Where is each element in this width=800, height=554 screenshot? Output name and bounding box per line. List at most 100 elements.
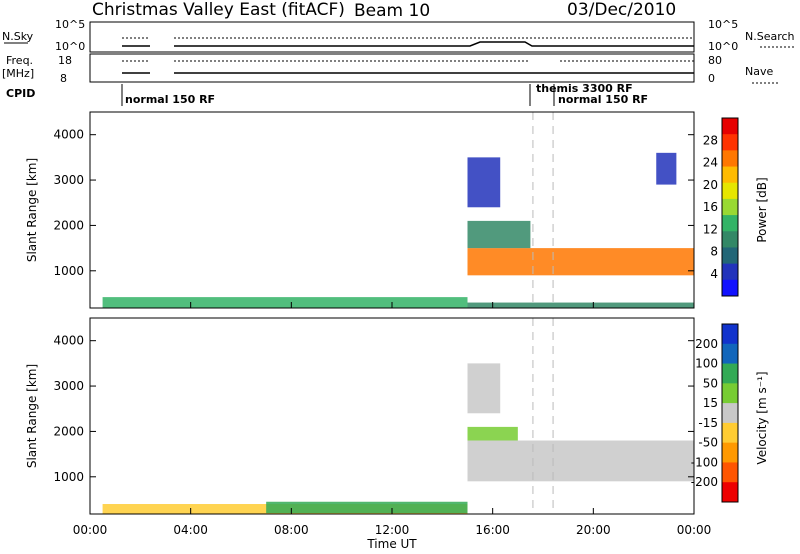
colorbar-tick-label: 100 (695, 357, 718, 371)
nsearch-label: N.Search (745, 30, 795, 43)
velocity-axes: 4000 3000 2000 1000 (53, 317, 695, 515)
y-tick-label: 1000 (53, 264, 84, 278)
colorbar-tick-label: 50 (703, 376, 718, 390)
colorbar-swatch (722, 231, 738, 248)
colorbar-swatch (722, 182, 738, 200)
colorbar-swatch (722, 363, 738, 384)
colorbar-swatch (722, 166, 738, 184)
freq-tick-top: 18 (58, 54, 72, 67)
velocity-panel (90, 318, 694, 514)
cpid-mode-1: normal 150 RF (125, 93, 215, 106)
colorbar-tick-label: -50 (698, 436, 718, 450)
echo-region (467, 220, 531, 249)
power-colorbar: 28 24 20 16 12 8 4 (703, 117, 739, 297)
freq-tick-bottom: 8 (60, 72, 67, 85)
nave-tick-bottom: 0 (708, 72, 715, 85)
colorbar-tick-label: 4 (710, 267, 718, 281)
colorbar-tick-label: -15 (698, 416, 718, 430)
echo-region (656, 152, 677, 185)
echo-region (467, 426, 518, 441)
colorbar-swatch (722, 215, 738, 232)
colorbar-swatch (722, 247, 738, 265)
colorbar-tick-label: 24 (703, 156, 718, 170)
colorbar-swatch (722, 150, 738, 168)
colorbar-swatch (722, 324, 738, 345)
colorbar-swatch (722, 118, 738, 135)
power-panel (90, 112, 694, 308)
colorbar-swatch (722, 134, 738, 151)
colorbar-tick-label: 200 (695, 337, 718, 351)
y-tick-label: 3000 (53, 379, 84, 393)
colorbar-frame (721, 117, 739, 297)
colorbar-tick-label: 12 (703, 222, 718, 236)
cpid-mode-2: themis 3300 RF (536, 82, 633, 95)
nsearch-tick-bottom: 10^0 (708, 40, 738, 53)
nave-tick-top: 80 (708, 54, 722, 67)
power-plot-area (90, 112, 694, 308)
x-tick-label: 04:00 (173, 523, 208, 537)
x-axis-label: Time UT (366, 537, 417, 551)
colorbar-swatch (722, 198, 738, 216)
colorbar-tick-label: -200 (691, 475, 718, 489)
power-ylabel: Slant Range [km] (25, 158, 39, 262)
y-tick-label: 4000 (53, 128, 84, 142)
colorbar-tick-label: 8 (710, 245, 718, 259)
x-tick-label: 16:00 (475, 523, 510, 537)
echo-region (467, 248, 694, 276)
colorbar-tick-label: 20 (703, 178, 718, 192)
echo-region (467, 363, 501, 414)
cpid-label: CPID (6, 87, 35, 100)
station-title: Christmas Valley East (fitACF) (92, 0, 345, 20)
colorbar-swatch (722, 263, 738, 281)
colorbar-swatch (722, 343, 738, 365)
nave-label: Nave (745, 65, 773, 78)
nsky-label: N.Sky (2, 30, 34, 43)
colorbar-swatch (722, 403, 738, 424)
cpid-mode-3: normal 150 RF (558, 93, 648, 106)
colorbar-frame (721, 323, 739, 503)
x-tick-label: 20:00 (576, 523, 611, 537)
beam-label: Beam 10 (354, 1, 430, 21)
freq-strip (89, 53, 695, 83)
colorbar-tick-label: 15 (703, 396, 718, 410)
echo-region (467, 302, 694, 308)
y-tick-label: 2000 (53, 424, 84, 438)
velocity-colorbar: 200 100 50 15 -15 -50 -100 -200 (691, 323, 739, 503)
nsky-tick-top: 10^5 (55, 18, 85, 31)
x-tick-label: 08:00 (274, 523, 309, 537)
y-tick-label: 3000 (53, 173, 84, 187)
colorbar-tick-label: 28 (703, 133, 718, 147)
freq-label-1: Freq. (6, 54, 33, 67)
echo-region (102, 297, 468, 308)
colorbar-tick-label: 16 (703, 200, 718, 214)
x-tick-label: 00:00 (73, 523, 108, 537)
colorbar-swatch (722, 422, 738, 444)
echo-region (266, 501, 468, 514)
nsearch-tick-top: 10^5 (708, 18, 738, 31)
colorbar-swatch (722, 383, 738, 404)
y-tick-label: 1000 (53, 470, 84, 484)
colorbar-tick-label: -100 (691, 455, 718, 469)
colorbar-swatch (722, 462, 738, 483)
date-label: 03/Dec/2010 (567, 0, 676, 20)
velocity-plot-area (90, 318, 694, 514)
colorbar-swatch (722, 279, 738, 297)
nsky-tick-bottom: 10^0 (55, 40, 85, 53)
nsky-strip (89, 21, 695, 53)
echo-region (467, 440, 694, 482)
nsky-trace (122, 41, 694, 47)
velocity-colorbar-label: Velocity [m s⁻¹] (755, 371, 769, 464)
power-colorbar-label: Power [dB] (755, 177, 769, 242)
echo-region (467, 157, 501, 208)
colorbar-swatch (722, 442, 738, 463)
x-tick-label: 12:00 (375, 523, 410, 537)
colorbar-swatch (722, 482, 738, 503)
y-tick-label: 4000 (53, 334, 84, 348)
freq-label-2: [MHz] (2, 67, 34, 80)
x-tick-labels: 00:00 04:00 08:00 12:00 16:00 20:00 00:00 (73, 523, 712, 537)
x-tick-label: 00:00 (677, 523, 712, 537)
power-axes: 4000 3000 2000 1000 (53, 111, 695, 309)
y-tick-label: 2000 (53, 218, 84, 232)
velocity-ylabel: Slant Range [km] (25, 364, 39, 468)
